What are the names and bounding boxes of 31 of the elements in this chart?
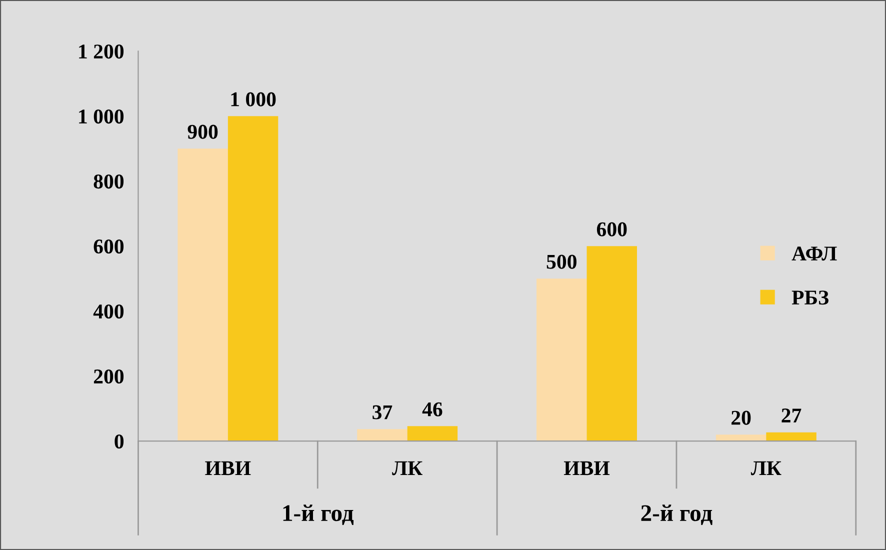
data-label: 20 — [732, 410, 751, 425]
y-tick-label: 400 — [93, 304, 124, 319]
bar — [766, 432, 816, 442]
y-tick-label: 1 000 — [79, 110, 124, 124]
y-tick-label: 1 200 — [79, 44, 124, 59]
bar — [407, 426, 458, 442]
bar — [178, 148, 228, 442]
legend-label: РБЗ — [792, 290, 828, 305]
text: 2-й год — [641, 504, 712, 525]
x-tick-label: ИВИ — [564, 461, 610, 476]
bar — [357, 429, 408, 442]
data-label: 500 — [546, 254, 576, 269]
data-label: 46 — [422, 402, 442, 416]
bar — [586, 246, 637, 442]
data-label: 27 — [782, 408, 802, 422]
y-tick-label: 200 — [94, 369, 124, 384]
bar — [536, 278, 587, 442]
x-tick-label: ЛК — [750, 461, 782, 476]
data-label: 600 — [596, 222, 627, 236]
bar — [228, 116, 278, 442]
x-tick-label: ИВИ — [205, 461, 251, 476]
text: 1-й год — [283, 504, 354, 525]
data-label: 37 — [372, 405, 392, 420]
y-tick-label: 800 — [94, 174, 124, 189]
legend-label: АФЛ — [792, 246, 837, 261]
x-tick-label: ЛК — [392, 461, 422, 476]
y-tick-label: 0 — [114, 434, 124, 449]
data-label: 900 — [188, 124, 218, 139]
data-label: 1 000 — [231, 92, 276, 106]
bar — [716, 434, 766, 442]
y-tick-label: 600 — [94, 240, 124, 254]
